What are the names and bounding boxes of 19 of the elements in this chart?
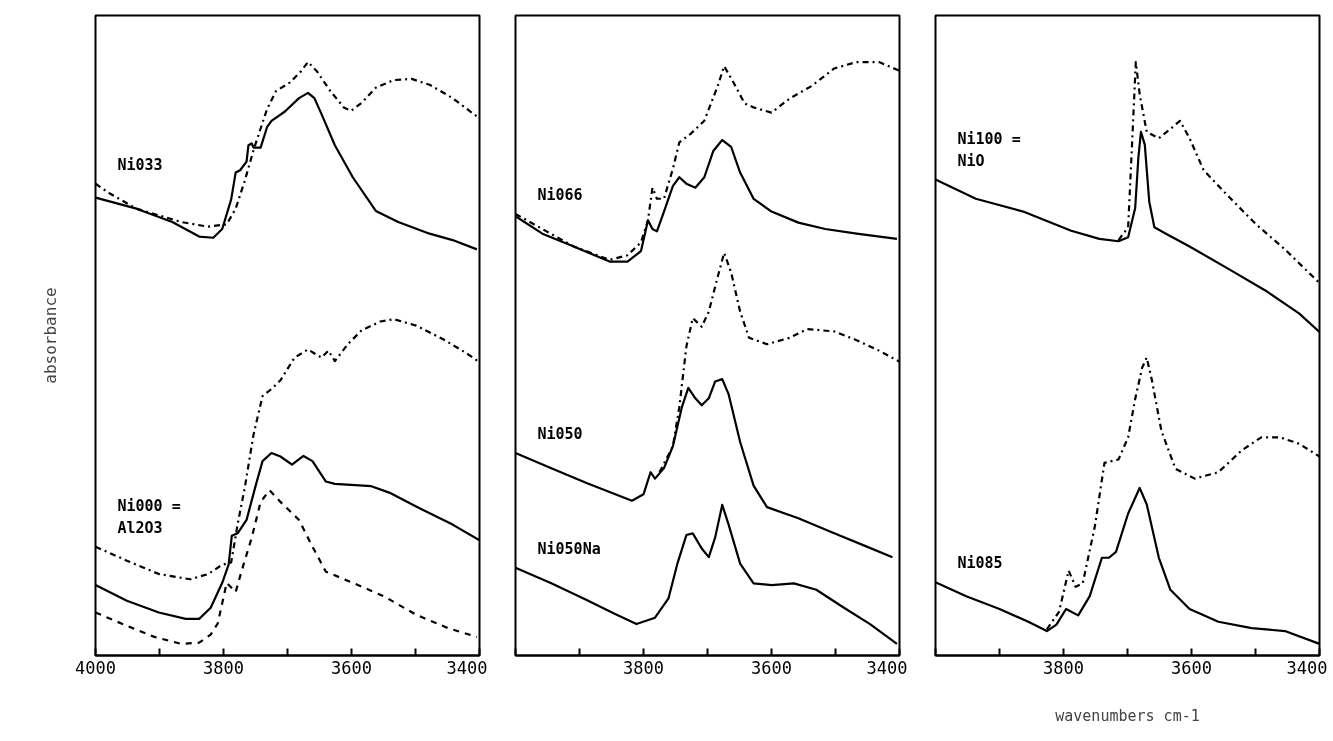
x-tick-label: 3800 [203,657,244,678]
series-label: Ni000 = Al2O3 [117,497,181,537]
series-label: Ni033 [117,155,163,174]
x-tick-label: 3400 [1286,657,1328,678]
x-tick-label: 3800 [1043,657,1084,678]
series-label: Ni050 [537,425,583,444]
x-tick-label: 3600 [331,657,372,678]
x-axis-title: wavenumbers cm-1 [1055,706,1200,725]
x-tick-label: 3400 [866,657,908,678]
y-axis-title: absorbance [40,287,60,384]
x-tick-label: 3800 [623,657,664,678]
x-tick-label: 3400 [446,657,488,678]
x-tick-label: 3600 [1171,657,1212,678]
series-label: Ni085 [957,554,1003,573]
series-label: Ni100 = NiO [957,129,1021,170]
series-label: Ni050Na [537,539,601,558]
x-tick-label: 3600 [751,657,792,678]
x-tick-label: 4000 [75,657,116,678]
series-label: Ni066 [537,185,583,204]
